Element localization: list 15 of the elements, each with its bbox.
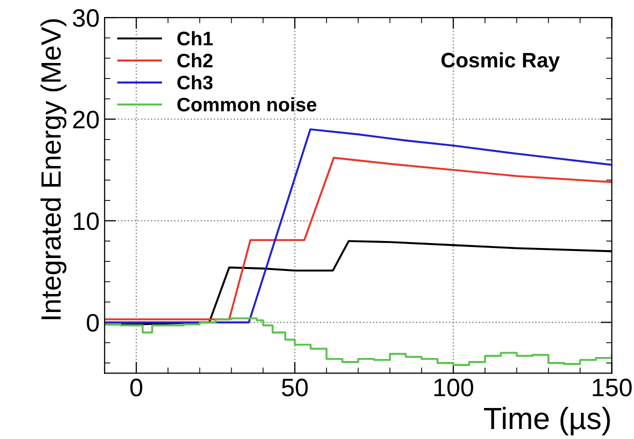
- y-axis-title: Integrated Energy (MeV): [40, 19, 66, 320]
- annotation: Cosmic Ray: [441, 52, 560, 72]
- y-tick-label: 0: [86, 314, 99, 332]
- x-axis-title: Time (µs): [484, 406, 610, 436]
- x-tick-label: 0: [130, 378, 142, 396]
- x-tick-label: 150: [592, 378, 632, 396]
- x-tick-label: 100: [434, 378, 474, 396]
- legend-label: Ch3: [177, 75, 213, 90]
- y-tick-label: 10: [74, 212, 99, 230]
- legend-label: Common noise: [177, 97, 316, 112]
- legend-label: Ch2: [177, 53, 213, 68]
- y-tick-label: 30: [72, 9, 99, 27]
- x-tick-label: 50: [282, 378, 308, 396]
- y-tick-label: 20: [73, 110, 99, 128]
- legend-label: Ch1: [177, 31, 213, 46]
